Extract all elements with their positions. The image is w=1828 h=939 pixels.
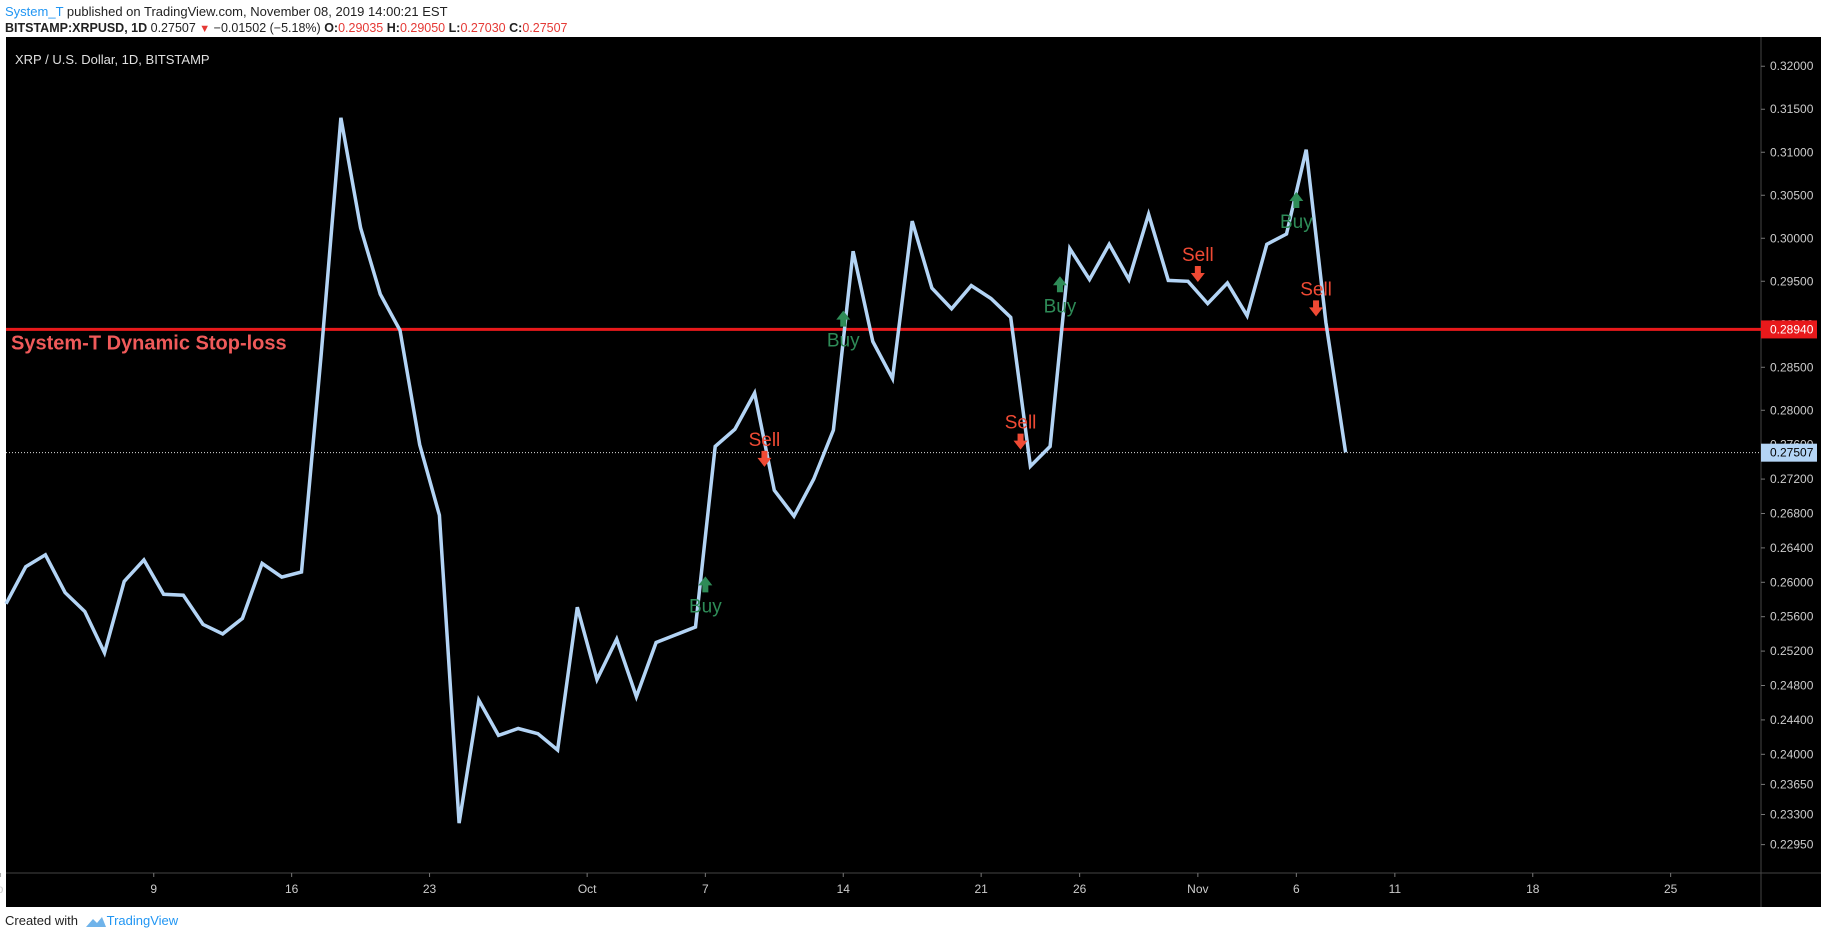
- y-tick-label: 0.26800: [1770, 506, 1814, 520]
- last-price: 0.27507: [150, 21, 196, 35]
- y-tick-label: 0.23300: [1770, 808, 1814, 822]
- author-link[interactable]: System_T: [5, 4, 64, 19]
- y-tick-label: 0.24000: [1770, 747, 1814, 761]
- x-tick-label: 9: [150, 882, 157, 896]
- x-tick-label: Nov: [1187, 882, 1208, 896]
- buy-arrow-icon: [1289, 191, 1304, 208]
- buy-signal-label: Buy: [1044, 296, 1077, 317]
- y-tick-label: 0.29500: [1770, 274, 1814, 288]
- last-price-label: 0.27507: [1770, 446, 1814, 460]
- open-value: 0.29035: [338, 21, 384, 35]
- sell-arrow-icon: [1190, 265, 1205, 282]
- last-price-tag: [1761, 443, 1817, 462]
- y-tick-label: 0.27200: [1770, 472, 1814, 486]
- y-tick-label: 0.32000: [1770, 59, 1814, 73]
- publish-info: System_T published on TradingView.com, N…: [5, 4, 448, 19]
- ohlc-info: BITSTAMP:XRPUSD, 1D 0.27507 ▼ −0.01502 (…: [5, 21, 568, 35]
- high-value: 0.29050: [399, 21, 446, 35]
- x-tick-label: 14: [837, 882, 851, 896]
- low-label: L:: [448, 21, 461, 35]
- x-tick-label: Oct: [578, 882, 597, 896]
- plot-area[interactable]: [6, 37, 1761, 873]
- buy-signal-label: Buy: [1280, 212, 1313, 233]
- buy-signal-label: Buy: [827, 331, 860, 352]
- y-tick-label: 0.31000: [1770, 145, 1814, 159]
- sell-signal-label: Sell: [1005, 413, 1037, 434]
- close-label: C:: [509, 21, 523, 35]
- sell-arrow-icon: [1309, 300, 1324, 317]
- y-tick-label: 0.31500: [1770, 102, 1814, 116]
- buy-arrow-icon: [836, 310, 851, 327]
- x-tick-label: 25: [1664, 882, 1678, 896]
- created-with-text: Created with: [5, 913, 78, 928]
- x-tick-label: 23: [423, 882, 437, 896]
- down-triangle-icon: ▼: [199, 23, 211, 35]
- buy-arrow-icon: [1052, 276, 1067, 293]
- x-tick-label: 7: [702, 882, 709, 896]
- x-tick-label: 16: [285, 882, 299, 896]
- high-label: H:: [386, 21, 400, 35]
- y-tick-label: 0.24800: [1770, 679, 1814, 693]
- y-tick-label: 0.28000: [1770, 403, 1814, 417]
- y-tick-label: 0.30000: [1770, 231, 1814, 245]
- tradingview-logo-icon: [85, 916, 106, 927]
- price-series-line[interactable]: [4, 117, 1348, 824]
- sell-arrow-icon: [1013, 433, 1028, 450]
- stoploss-annotation: System-T Dynamic Stop-loss: [11, 332, 287, 354]
- symbol-label: BITSTAMP:XRPUSD, 1D: [5, 21, 148, 35]
- time-axis[interactable]: [6, 873, 1821, 907]
- sell-arrow-icon: [757, 450, 772, 467]
- y-tick-label: 0.28500: [1770, 360, 1814, 374]
- x-tick-label: 6: [1293, 882, 1300, 896]
- open-label: O:: [324, 21, 339, 35]
- y-tick-label: 0.30500: [1770, 188, 1814, 202]
- stoploss-price-tag: [1761, 320, 1817, 339]
- buy-signal-label: Buy: [689, 596, 722, 617]
- tradingview-brand: TradingView: [106, 913, 179, 928]
- price-change: −0.01502 (−5.18%): [213, 21, 321, 35]
- footer: Created with TradingView: [5, 913, 178, 928]
- x-tick-label: o: [0, 882, 4, 896]
- y-tick-label: 0.24400: [1770, 713, 1814, 727]
- sell-signal-label: Sell: [1182, 245, 1214, 266]
- x-tick-label: 18: [1526, 882, 1540, 896]
- y-tick-label: 0.26000: [1770, 575, 1814, 589]
- sell-signal-label: Sell: [749, 430, 781, 451]
- tradingview-link[interactable]: TradingView: [82, 913, 179, 928]
- chart-title: XRP / U.S. Dollar, 1D, BITSTAMP: [15, 52, 210, 67]
- published-text: published on TradingView.com, November 0…: [66, 4, 448, 19]
- close-value: 0.27507: [522, 21, 568, 35]
- x-tick-label: 26: [1073, 882, 1087, 896]
- x-tick-label: 11: [1389, 882, 1402, 896]
- buy-arrow-icon: [698, 576, 713, 593]
- low-value: 0.27030: [460, 21, 506, 35]
- stoploss-price-label: 0.28940: [1770, 322, 1814, 336]
- sell-signal-label: Sell: [1300, 279, 1332, 300]
- y-tick-label: 0.22950: [1770, 838, 1814, 852]
- y-tick-label: 0.23650: [1770, 777, 1814, 791]
- y-tick-label: 0.25600: [1770, 610, 1814, 624]
- y-tick-label: 0.25200: [1770, 644, 1814, 658]
- x-tick-label: 21: [974, 882, 988, 896]
- y-tick-label: 0.26400: [1770, 541, 1814, 555]
